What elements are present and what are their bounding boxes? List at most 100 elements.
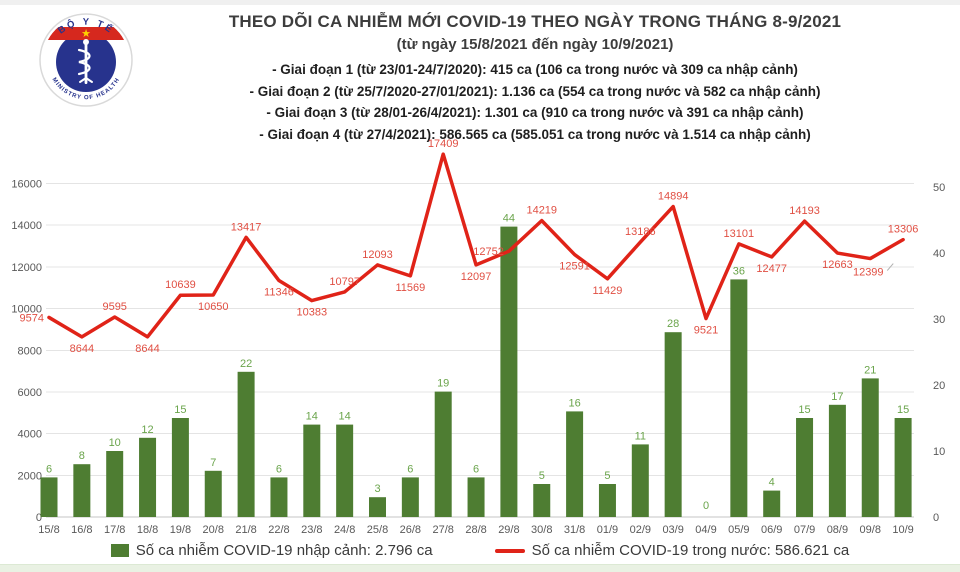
line-value-label: 12752 <box>473 246 504 258</box>
label-leader-line <box>886 263 894 271</box>
bar <box>171 418 189 517</box>
bar-value-label: 6 <box>46 463 52 475</box>
legend-domestic-label: Số ca nhiễm COVID-19 trong nước: 586.621… <box>531 542 850 559</box>
bar <box>664 332 682 517</box>
bar <box>894 418 912 517</box>
bottom-strip <box>0 564 960 572</box>
logo-red-band <box>44 27 128 40</box>
line-value-label: 12591 <box>559 261 590 273</box>
bar-value-label: 8 <box>79 450 85 462</box>
bar <box>566 411 584 517</box>
bar-value-label: 15 <box>897 404 909 416</box>
phase-line-2: - Giai đoạn 2 (từ 25/7/2020-27/01/2021):… <box>249 83 821 99</box>
bar-value-label: 22 <box>240 358 252 370</box>
line-value-label: 12477 <box>756 263 787 275</box>
bar <box>730 279 748 517</box>
x-axis-label: 06/9 <box>761 524 782 536</box>
left-axis-tick: 4000 <box>18 429 42 441</box>
legend-line-swatch-icon <box>494 548 525 553</box>
top-strip <box>0 0 960 5</box>
bar-value-label: 3 <box>374 483 380 495</box>
x-axis-label: 08/9 <box>827 524 848 536</box>
right-axis-tick: 30 <box>933 314 945 326</box>
x-axis-label: 01/9 <box>597 524 618 536</box>
bar-value-label: 14 <box>306 411 318 423</box>
x-axis-label: 03/9 <box>662 524 683 536</box>
logo-star-icon: ★ <box>81 28 91 40</box>
bar-value-label: 28 <box>667 318 679 330</box>
x-axis-label: 29/8 <box>498 524 519 536</box>
x-axis-label: 19/8 <box>170 524 191 536</box>
line-value-label: 13306 <box>888 224 919 236</box>
bar-value-label: 7 <box>210 457 216 469</box>
legend-bar-swatch-icon <box>110 544 129 557</box>
caduceus-icon <box>77 39 93 84</box>
bar-value-label: 21 <box>864 364 876 376</box>
right-axis-tick: 20 <box>933 380 945 392</box>
x-axis-label: 21/8 <box>235 524 256 536</box>
bar <box>401 477 419 517</box>
phase-line-1: - Giai đoạn 1 (từ 23/01-24/7/2020): 415 … <box>272 62 798 77</box>
bar-value-label: 44 <box>503 213 515 225</box>
bar-value-label: 5 <box>604 470 610 482</box>
line-value-label: 11569 <box>395 282 425 294</box>
line-value-label: 8644 <box>135 343 159 355</box>
bar-value-label: 5 <box>539 470 545 482</box>
x-axis-label: 18/8 <box>137 524 158 536</box>
left-axis-tick: 8000 <box>18 345 42 357</box>
x-axis-label: 17/8 <box>104 524 125 536</box>
bar <box>467 477 485 517</box>
bar <box>106 451 124 517</box>
line-value-label: 12399 <box>853 267 884 279</box>
bar-value-label: 14 <box>339 411 351 423</box>
bar <box>796 418 814 517</box>
bar-value-label: 12 <box>141 424 153 436</box>
line-value-label: 9574 <box>20 312 44 324</box>
x-axis-label: 22/8 <box>268 524 289 536</box>
line-value-label: 12663 <box>822 259 853 271</box>
left-axis-tick: 12000 <box>11 262 42 274</box>
phase-line-4: - Giai đoạn 4 (từ 27/4/2021): 586.565 ca… <box>259 126 811 142</box>
x-axis-label: 30/8 <box>531 524 552 536</box>
line-value-label: 9521 <box>694 325 718 337</box>
bar-value-label: 11 <box>635 430 646 442</box>
right-axis-tick: 50 <box>933 182 945 194</box>
bar <box>40 477 58 517</box>
chart-legend: Số ca nhiễm COVID-19 nhập cảnh: 2.796 ca… <box>0 542 960 559</box>
line-value-label: 14894 <box>658 191 689 203</box>
bar <box>500 226 518 517</box>
bar <box>204 470 222 517</box>
phase-summary: - Giai đoạn 1 (từ 23/01-24/7/2020): 415 … <box>140 59 930 145</box>
legend-imported-label: Số ca nhiễm COVID-19 nhập cảnh: 2.796 ca <box>135 542 433 559</box>
bar <box>139 437 157 517</box>
domestic-cases-line <box>47 152 905 339</box>
x-axis-label: 09/8 <box>860 524 881 536</box>
chart-title: THEO DÕI CA NHIỄM MỚI COVID-19 THEO NGÀY… <box>228 12 842 31</box>
bar <box>828 404 846 517</box>
line-value-label: 10639 <box>165 279 196 291</box>
legend-item-imported: Số ca nhiễm COVID-19 nhập cảnh: 2.796 ca <box>110 542 433 559</box>
x-axis-label: 24/8 <box>334 524 355 536</box>
left-axis-tick: 0 <box>36 512 42 524</box>
line-value-label: 14219 <box>526 205 557 217</box>
line-value-label: 9595 <box>102 301 126 313</box>
line-value-label: 10650 <box>198 301 229 313</box>
x-axis-label: 16/8 <box>71 524 92 536</box>
x-axis-label: 15/8 <box>38 524 59 536</box>
x-axis-label: 10/9 <box>892 524 913 536</box>
bar-value-label: 17 <box>831 391 843 403</box>
line-value-label: 11429 <box>593 285 623 297</box>
line-value-label: 14193 <box>789 205 820 217</box>
bar <box>631 444 649 517</box>
bar <box>861 378 879 517</box>
bar-value-label: 19 <box>437 378 449 390</box>
line-value-label: 8644 <box>70 343 94 355</box>
legend-item-domestic: Số ca nhiễm COVID-19 trong nước: 586.621… <box>494 542 850 559</box>
bar <box>237 371 255 517</box>
line-value-label: 10383 <box>297 307 328 319</box>
x-axis-label: 23/8 <box>301 524 322 536</box>
x-axis-label: 25/8 <box>367 524 388 536</box>
bar <box>434 391 452 517</box>
